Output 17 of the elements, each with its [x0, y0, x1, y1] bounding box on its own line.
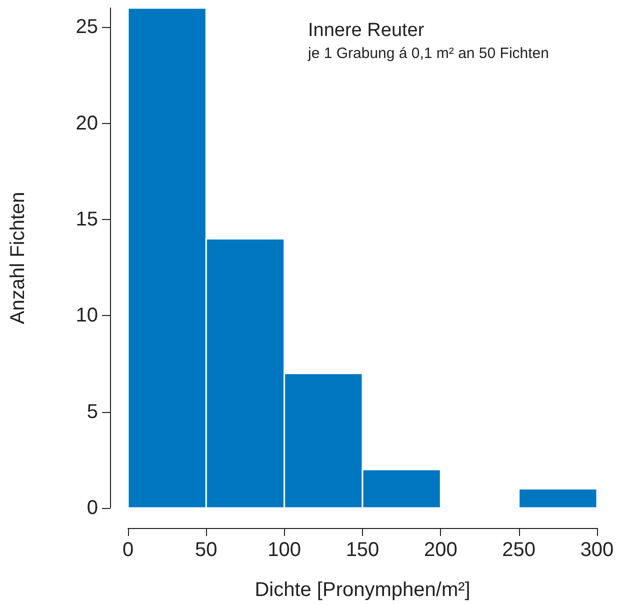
y-tick-label: 15 [76, 208, 98, 231]
y-axis-title: Anzahl Fichten [7, 192, 29, 324]
x-tick-label: 300 [580, 539, 614, 561]
y-tick-label: 10 [76, 304, 98, 327]
x-axis-title: Dichte [Pronymphen/m²] [254, 579, 470, 601]
y-tick-label: 5 [86, 400, 98, 423]
y-tick-label: 0 [86, 497, 98, 519]
text: Innere Reuter [308, 20, 425, 41]
x-tick-label: 200 [424, 539, 458, 561]
x-tick-label: 0 [122, 539, 134, 561]
x-tick-label: 250 [502, 539, 536, 561]
x-tick-label: 100 [268, 539, 302, 561]
y-tick-label: 20 [76, 112, 98, 134]
y-tick-label: 25 [76, 16, 98, 38]
x-tick-label: 50 [195, 539, 218, 561]
x-tick-label: 150 [346, 539, 380, 561]
text: je 1 Grabung á 0,1 m² an 50 Fichten [307, 45, 549, 62]
